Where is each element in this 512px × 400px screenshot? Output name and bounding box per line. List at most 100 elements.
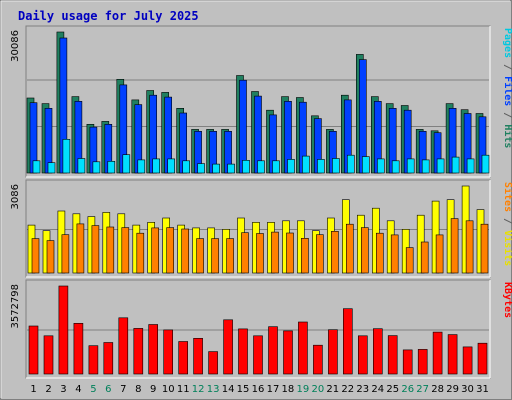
bars-hits-files-pages bbox=[26, 31, 490, 174]
bar-sites-day-25 bbox=[390, 234, 399, 274]
bar-kbytes-day-14 bbox=[223, 319, 233, 375]
x-tick-label: 30 bbox=[461, 384, 474, 395]
bar-pages-day-25 bbox=[391, 160, 400, 174]
bar-sites-day-28 bbox=[435, 234, 444, 274]
bar-kbytes-day-29 bbox=[447, 334, 458, 375]
bar-pages-day-22 bbox=[346, 154, 355, 174]
bar-sites-day-23 bbox=[360, 227, 369, 274]
bar-pages-day-17 bbox=[272, 160, 280, 174]
bar-files-day-23 bbox=[358, 59, 367, 174]
bar-sites-day-16 bbox=[256, 233, 264, 274]
bar-kbytes-day-8 bbox=[133, 328, 144, 375]
bar-pages-day-3 bbox=[62, 139, 71, 174]
bar-kbytes-day-5 bbox=[88, 345, 99, 375]
bar-pages-day-31 bbox=[481, 154, 490, 174]
side-label-part: Files bbox=[502, 76, 512, 106]
bar-kbytes-day-25 bbox=[387, 335, 398, 375]
panel-side-label: Pages / Files / Hits bbox=[502, 28, 512, 148]
x-tick-label: 24 bbox=[371, 384, 384, 395]
bar-kbytes-day-11 bbox=[178, 341, 188, 375]
x-tick-label: 6 bbox=[105, 384, 111, 395]
y-tick-label: 3572798 bbox=[10, 284, 21, 329]
bar-sites-day-19 bbox=[301, 238, 309, 274]
bar-kbytes-day-12 bbox=[193, 337, 203, 375]
y-tick-label: 30086 bbox=[10, 30, 21, 62]
bar-kbytes-day-6 bbox=[103, 342, 114, 375]
x-tick-label: 10 bbox=[162, 384, 175, 395]
bar-sites-day-6 bbox=[106, 226, 115, 274]
x-tick-label: 25 bbox=[386, 384, 399, 395]
bar-pages-day-30 bbox=[466, 158, 475, 174]
chart-title: Daily usage for July 2025 bbox=[18, 9, 199, 23]
bar-pages-day-9 bbox=[152, 158, 160, 174]
x-tick-label: 1 bbox=[30, 384, 36, 395]
bar-kbytes-day-24 bbox=[372, 328, 383, 375]
bar-kbytes-day-28 bbox=[432, 331, 443, 375]
panel-hits-files-pages: 30086 Pages / Files / Hits bbox=[10, 25, 512, 178]
bar-sites-day-9 bbox=[151, 227, 159, 274]
x-tick-label: 21 bbox=[326, 384, 339, 395]
bar-kbytes-day-31 bbox=[477, 342, 488, 375]
bar-kbytes-day-18 bbox=[283, 330, 293, 375]
bar-sites-day-24 bbox=[375, 232, 384, 274]
bar-sites-day-14 bbox=[226, 238, 234, 274]
x-tick-label: 9 bbox=[150, 384, 156, 395]
bar-pages-day-20 bbox=[317, 159, 325, 174]
bar-pages-day-16 bbox=[257, 160, 265, 174]
bar-pages-day-1 bbox=[32, 160, 41, 174]
bar-sites-day-17 bbox=[271, 231, 279, 274]
x-tick-label: 13 bbox=[207, 384, 220, 395]
bar-pages-day-23 bbox=[361, 156, 370, 174]
bar-sites-day-15 bbox=[241, 232, 249, 274]
bar-sites-day-26 bbox=[405, 247, 414, 274]
x-tick-label: 20 bbox=[312, 384, 325, 395]
x-tick-label: 7 bbox=[120, 384, 126, 395]
bar-pages-day-4 bbox=[77, 158, 86, 174]
bar-pages-day-15 bbox=[242, 160, 250, 174]
bars-visits-sites bbox=[27, 185, 489, 274]
bar-pages-day-2 bbox=[47, 162, 56, 174]
bar-kbytes-day-22 bbox=[342, 308, 353, 375]
bar-sites-day-4 bbox=[76, 223, 85, 274]
bar-sites-day-22 bbox=[345, 223, 354, 274]
side-label-part: Visits bbox=[502, 230, 512, 266]
bar-pages-day-5 bbox=[92, 161, 101, 174]
side-label-part: / bbox=[502, 58, 512, 76]
bar-kbytes-day-16 bbox=[253, 335, 263, 375]
x-tick-label: 22 bbox=[341, 384, 354, 395]
bar-sites-day-21 bbox=[331, 231, 339, 274]
bar-kbytes-day-1 bbox=[28, 325, 39, 375]
bar-sites-day-10 bbox=[166, 227, 174, 274]
bar-kbytes-day-13 bbox=[208, 351, 218, 375]
bar-sites-day-27 bbox=[420, 241, 429, 274]
bar-pages-day-26 bbox=[406, 158, 415, 174]
bar-sites-day-8 bbox=[136, 232, 145, 274]
bar-pages-day-7 bbox=[122, 154, 131, 174]
bar-sites-day-3 bbox=[61, 234, 70, 274]
bar-pages-day-11 bbox=[182, 160, 190, 174]
bar-pages-day-24 bbox=[376, 158, 385, 174]
bar-kbytes-day-20 bbox=[313, 344, 323, 375]
bar-sites-day-18 bbox=[286, 232, 294, 274]
bar-pages-day-27 bbox=[421, 159, 430, 174]
bar-kbytes-day-4 bbox=[73, 322, 84, 375]
x-axis-ticks: 1 2 3 4 5 6 7 8 9 10 11 12 13 14 15 16 17 18 19 20 21 22 23 24 2… bbox=[30, 384, 489, 395]
bar-kbytes-day-23 bbox=[357, 335, 368, 375]
bar-pages-day-13 bbox=[212, 163, 220, 174]
bar-kbytes-day-15 bbox=[238, 328, 248, 375]
x-tick-label: 4 bbox=[75, 384, 81, 395]
bar-kbytes-day-21 bbox=[328, 329, 338, 375]
side-label-part: Pages bbox=[502, 28, 512, 58]
x-tick-label: 23 bbox=[356, 384, 369, 395]
bar-pages-day-12 bbox=[197, 163, 205, 174]
bar-sites-day-7 bbox=[121, 227, 130, 274]
bar-kbytes-day-26 bbox=[402, 349, 413, 375]
x-tick-label: 12 bbox=[192, 384, 205, 395]
bar-sites-day-1 bbox=[31, 238, 40, 274]
x-tick-label: 2 bbox=[45, 384, 51, 395]
bar-sites-day-13 bbox=[211, 238, 219, 274]
bar-kbytes-day-9 bbox=[148, 324, 158, 375]
bar-kbytes-day-27 bbox=[417, 349, 428, 375]
bar-sites-day-2 bbox=[46, 240, 55, 274]
